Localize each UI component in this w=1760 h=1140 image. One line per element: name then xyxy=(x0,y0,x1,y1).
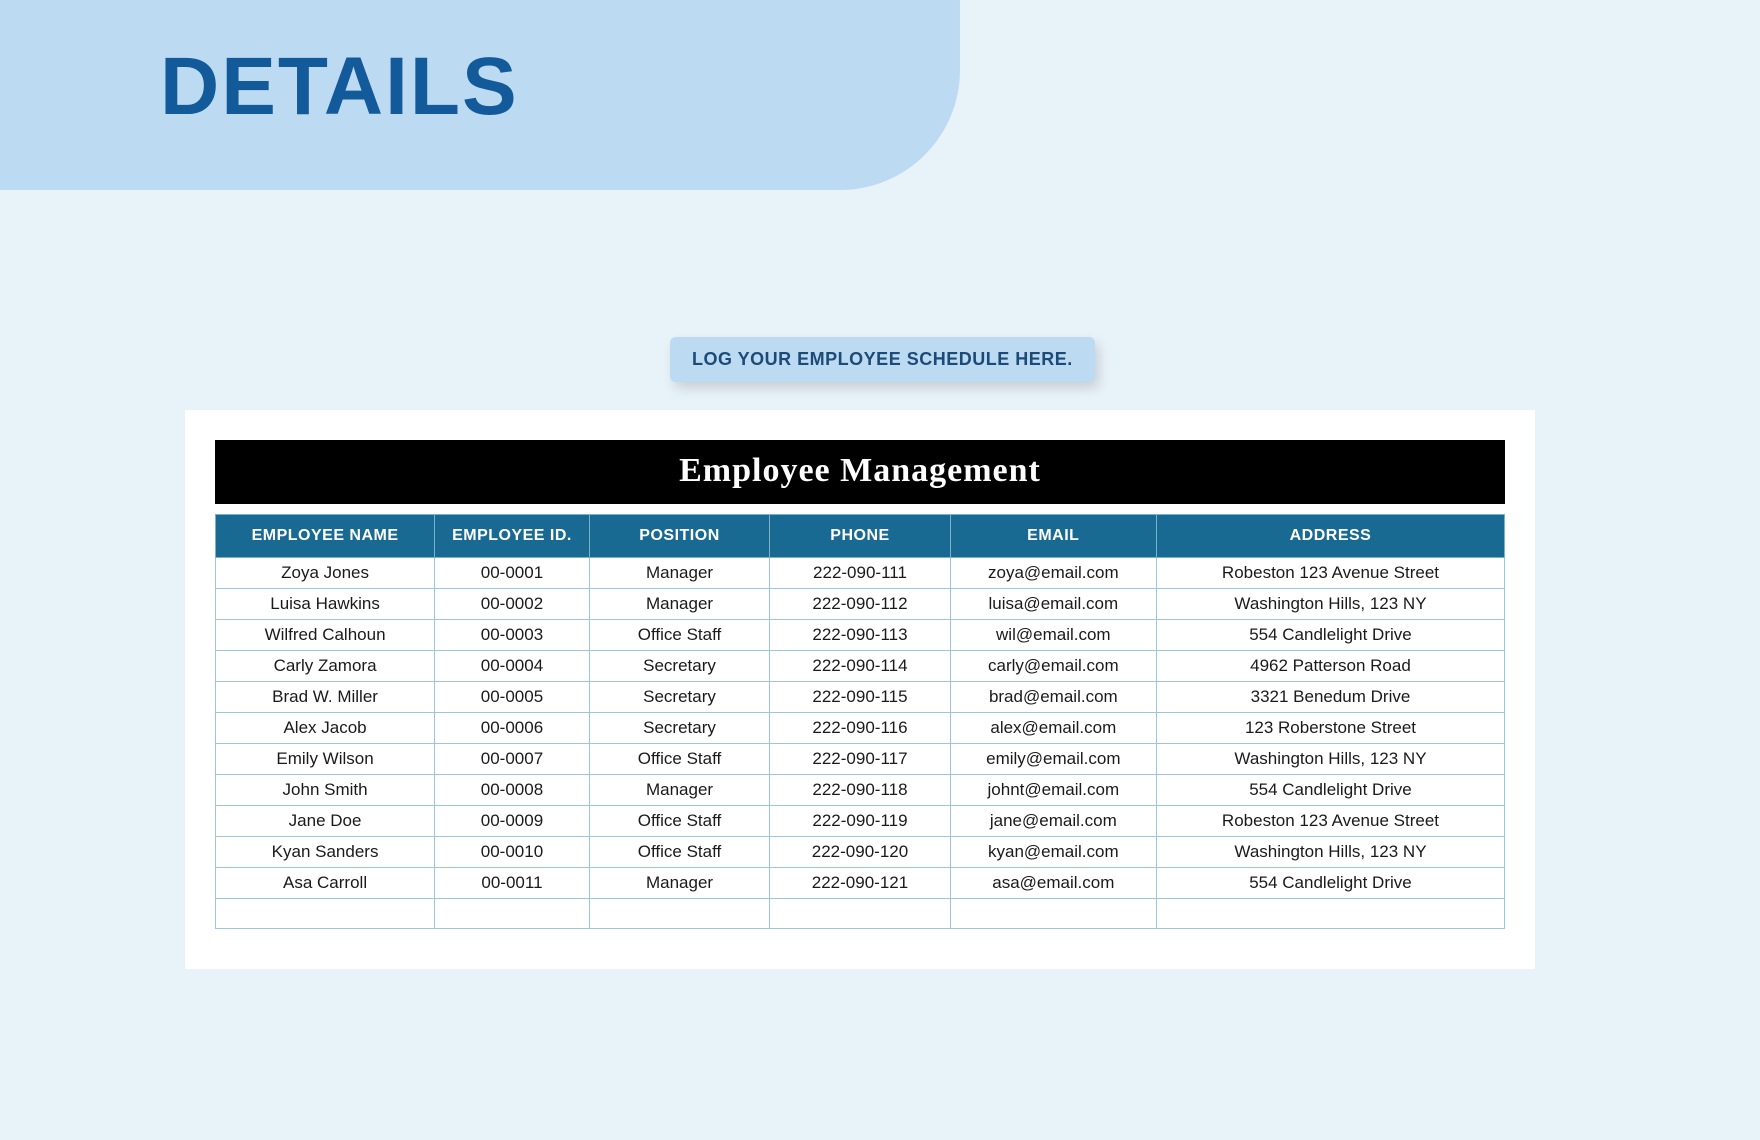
table-cell: Manager xyxy=(589,589,769,620)
table-row: Carly Zamora00-0004Secretary222-090-114c… xyxy=(216,651,1505,682)
table-cell: Alex Jacob xyxy=(216,713,435,744)
table-cell: 3321 Benedum Drive xyxy=(1156,682,1504,713)
table-cell: Office Staff xyxy=(589,744,769,775)
table-cell: zoya@email.com xyxy=(950,558,1156,589)
table-cell xyxy=(770,899,950,929)
employee-table: EMPLOYEE NAME EMPLOYEE ID. POSITION PHON… xyxy=(215,514,1505,929)
table-cell: 00-0011 xyxy=(435,868,590,899)
table-cell: Carly Zamora xyxy=(216,651,435,682)
table-cell: 123 Roberstone Street xyxy=(1156,713,1504,744)
col-header-id: EMPLOYEE ID. xyxy=(435,515,590,558)
table-cell: Luisa Hawkins xyxy=(216,589,435,620)
table-cell: 00-0008 xyxy=(435,775,590,806)
table-cell: Brad W. Miller xyxy=(216,682,435,713)
col-header-name: EMPLOYEE NAME xyxy=(216,515,435,558)
table-cell: Washington Hills, 123 NY xyxy=(1156,744,1504,775)
table-cell: wil@email.com xyxy=(950,620,1156,651)
table-cell xyxy=(589,899,769,929)
table-row: Brad W. Miller00-0005Secretary222-090-11… xyxy=(216,682,1505,713)
log-schedule-button[interactable]: LOG YOUR EMPLOYEE SCHEDULE HERE. xyxy=(670,337,1095,382)
table-cell: 222-090-121 xyxy=(770,868,950,899)
table-cell: jane@email.com xyxy=(950,806,1156,837)
table-cell: asa@email.com xyxy=(950,868,1156,899)
table-cell xyxy=(435,899,590,929)
table-cell: John Smith xyxy=(216,775,435,806)
table-title: Employee Management xyxy=(215,440,1505,504)
table-row: Alex Jacob00-0006Secretary222-090-116ale… xyxy=(216,713,1505,744)
page-title: DETAILS xyxy=(160,40,519,134)
table-cell: Office Staff xyxy=(589,806,769,837)
table-cell: Secretary xyxy=(589,651,769,682)
table-cell: 222-090-113 xyxy=(770,620,950,651)
table-cell: 00-0009 xyxy=(435,806,590,837)
table-cell: Office Staff xyxy=(589,620,769,651)
col-header-phone: PHONE xyxy=(770,515,950,558)
table-cell: 00-0003 xyxy=(435,620,590,651)
table-cell: Robeston 123 Avenue Street xyxy=(1156,558,1504,589)
col-header-position: POSITION xyxy=(589,515,769,558)
table-cell: Secretary xyxy=(589,713,769,744)
table-cell: 222-090-114 xyxy=(770,651,950,682)
table-row: Wilfred Calhoun00-0003Office Staff222-09… xyxy=(216,620,1505,651)
table-cell: Manager xyxy=(589,558,769,589)
table-cell: 222-090-120 xyxy=(770,837,950,868)
table-cell: Office Staff xyxy=(589,837,769,868)
table-cell: alex@email.com xyxy=(950,713,1156,744)
table-row: Jane Doe00-0009Office Staff222-090-119ja… xyxy=(216,806,1505,837)
table-cell: emily@email.com xyxy=(950,744,1156,775)
table-cell: Jane Doe xyxy=(216,806,435,837)
table-cell xyxy=(1156,899,1504,929)
table-row xyxy=(216,899,1505,929)
table-cell: Manager xyxy=(589,868,769,899)
table-cell: Washington Hills, 123 NY xyxy=(1156,837,1504,868)
table-header-row: EMPLOYEE NAME EMPLOYEE ID. POSITION PHON… xyxy=(216,515,1505,558)
table-cell: 00-0005 xyxy=(435,682,590,713)
table-cell xyxy=(216,899,435,929)
table-cell: 4962 Patterson Road xyxy=(1156,651,1504,682)
table-row: John Smith00-0008Manager222-090-118johnt… xyxy=(216,775,1505,806)
table-cell: luisa@email.com xyxy=(950,589,1156,620)
table-cell: 222-090-111 xyxy=(770,558,950,589)
table-cell: 00-0002 xyxy=(435,589,590,620)
col-header-email: EMAIL xyxy=(950,515,1156,558)
table-row: Luisa Hawkins00-0002Manager222-090-112lu… xyxy=(216,589,1505,620)
table-cell: Secretary xyxy=(589,682,769,713)
table-row: Emily Wilson00-0007Office Staff222-090-1… xyxy=(216,744,1505,775)
table-cell: 00-0001 xyxy=(435,558,590,589)
table-cell: johnt@email.com xyxy=(950,775,1156,806)
table-cell: Washington Hills, 123 NY xyxy=(1156,589,1504,620)
table-cell: 222-090-112 xyxy=(770,589,950,620)
table-cell: Manager xyxy=(589,775,769,806)
col-header-address: ADDRESS xyxy=(1156,515,1504,558)
table-cell: 554 Candlelight Drive xyxy=(1156,620,1504,651)
table-row: Asa Carroll00-0011Manager222-090-121asa@… xyxy=(216,868,1505,899)
table-cell: 222-090-115 xyxy=(770,682,950,713)
table-cell: 00-0007 xyxy=(435,744,590,775)
table-cell: 00-0010 xyxy=(435,837,590,868)
table-cell: Zoya Jones xyxy=(216,558,435,589)
table-cell: 222-090-116 xyxy=(770,713,950,744)
table-cell: 222-090-119 xyxy=(770,806,950,837)
table-cell xyxy=(950,899,1156,929)
table-cell: carly@email.com xyxy=(950,651,1156,682)
table-cell: Emily Wilson xyxy=(216,744,435,775)
table-cell: 00-0004 xyxy=(435,651,590,682)
table-cell: Kyan Sanders xyxy=(216,837,435,868)
table-cell: 00-0006 xyxy=(435,713,590,744)
table-cell: Wilfred Calhoun xyxy=(216,620,435,651)
table-cell: brad@email.com xyxy=(950,682,1156,713)
table-cell: 554 Candlelight Drive xyxy=(1156,775,1504,806)
table-row: Zoya Jones00-0001Manager222-090-111zoya@… xyxy=(216,558,1505,589)
table-cell: 222-090-118 xyxy=(770,775,950,806)
table-row: Kyan Sanders00-0010Office Staff222-090-1… xyxy=(216,837,1505,868)
table-cell: 222-090-117 xyxy=(770,744,950,775)
table-cell: Asa Carroll xyxy=(216,868,435,899)
table-cell: 554 Candlelight Drive xyxy=(1156,868,1504,899)
table-cell: Robeston 123 Avenue Street xyxy=(1156,806,1504,837)
table-cell: kyan@email.com xyxy=(950,837,1156,868)
employee-table-card: Employee Management EMPLOYEE NAME EMPLOY… xyxy=(185,410,1535,969)
